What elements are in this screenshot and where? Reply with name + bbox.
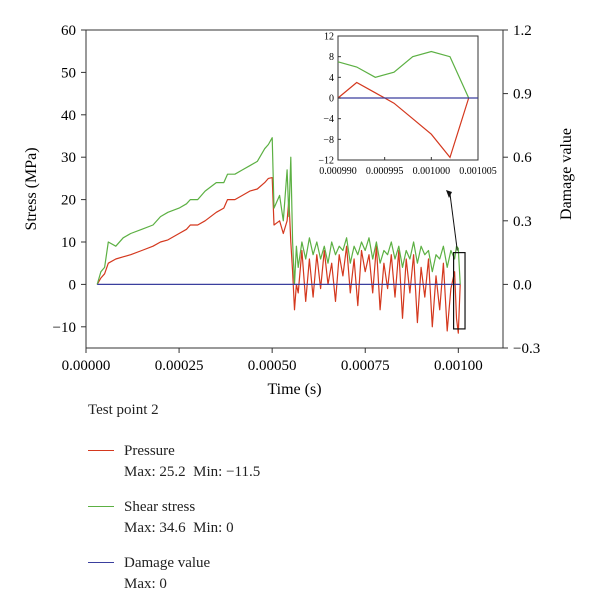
inset-x-tick-label: 0.001005 bbox=[459, 166, 497, 177]
inset-y-tick-label: −8 bbox=[323, 135, 334, 146]
y2-tick-label: 0.3 bbox=[513, 214, 532, 230]
y-tick-label: 50 bbox=[61, 65, 76, 81]
legend-swatch-pressure bbox=[88, 450, 114, 451]
legend-entry-pressure: Pressure Max: 25.2 Min: −11.5 bbox=[88, 441, 388, 483]
y2-tick-label: 0.9 bbox=[513, 87, 532, 103]
x-tick-label: 0.00025 bbox=[155, 358, 204, 374]
legend-swatch-shear-stress bbox=[88, 506, 114, 507]
zoom-box bbox=[452, 252, 466, 330]
legend-stats-damage-value: Max: 0 bbox=[124, 576, 167, 592]
x-axis-label: Time (s) bbox=[267, 381, 321, 398]
legend-title: Test point 2 bbox=[88, 402, 159, 418]
y2-tick-label: −0.3 bbox=[513, 341, 540, 357]
series-line-shear-stress bbox=[96, 137, 461, 285]
main-series-group bbox=[96, 137, 461, 334]
y-tick-label: 60 bbox=[61, 23, 76, 39]
inset-x-tick-label: 0.000990 bbox=[319, 166, 357, 177]
zoom-arrow bbox=[449, 193, 458, 251]
y-tick-label: 20 bbox=[61, 193, 76, 209]
inset-x-tick-label: 0.000995 bbox=[366, 166, 404, 177]
inset-y-tick-label: 4 bbox=[329, 73, 334, 84]
y-tick-label: 30 bbox=[61, 150, 76, 166]
inset-y-tick-label: −12 bbox=[318, 156, 334, 167]
legend-label-pressure: Pressure bbox=[124, 443, 175, 459]
legend-entry-damage-value: Damage value Max: 0 bbox=[88, 553, 388, 595]
inset-y-tick-label: 0 bbox=[329, 94, 334, 105]
legend-stats-shear-stress: Max: 34.6 Min: 0 bbox=[124, 520, 234, 536]
x-tick-label: 0.00050 bbox=[248, 358, 297, 374]
x-tick-label: 0.00075 bbox=[341, 358, 390, 374]
y2-axis-label: Damage value bbox=[558, 128, 575, 220]
inset-series-line-pressure bbox=[337, 81, 470, 159]
x-tick-label: 0.00100 bbox=[434, 358, 483, 374]
inset-series-line-shear-stress bbox=[337, 50, 470, 99]
y-tick-label: 40 bbox=[61, 108, 76, 124]
legend-entry-shear-stress: Shear stress Max: 34.6 Min: 0 bbox=[88, 497, 388, 539]
chart: 0.00000 0.00025 0.00050 0.00075 0.00100−1001… bbox=[23, 23, 575, 398]
series-line-pressure bbox=[96, 177, 461, 334]
y2-tick-label: 0.0 bbox=[513, 277, 532, 293]
inset-chart: 12 8 4 0 −4 −8 −120.000990 0.000995 0.001000 0.00… bbox=[318, 32, 496, 178]
zoom-annotation bbox=[446, 190, 466, 330]
legend-label-shear-stress: Shear stress bbox=[124, 499, 196, 515]
y2-tick-label: 1.2 bbox=[513, 23, 532, 39]
inset-y-tick-label: −4 bbox=[323, 114, 334, 125]
inset-y-tick-label: 12 bbox=[324, 32, 334, 43]
main-axes: 0.00000 0.00025 0.00050 0.00075 0.00100−1001… bbox=[53, 23, 541, 374]
legend: Test point 2 Pressure Max: 25.2 Min: −11… bbox=[88, 402, 388, 609]
legend-swatch-damage-value bbox=[88, 562, 114, 563]
inset-y-tick-label: 8 bbox=[329, 52, 334, 63]
x-tick-label: 0.00000 bbox=[62, 358, 111, 374]
zoom-arrow-head bbox=[446, 190, 452, 198]
plot-frame bbox=[85, 29, 504, 349]
legend-stats-pressure: Max: 25.2 Min: −11.5 bbox=[124, 464, 261, 480]
y-tick-label: 0 bbox=[69, 277, 77, 293]
y2-tick-label: 0.6 bbox=[513, 150, 532, 166]
y-tick-label: 10 bbox=[61, 235, 76, 251]
y-tick-label: −10 bbox=[53, 320, 76, 336]
y-axis-label: Stress (MPa) bbox=[23, 147, 40, 230]
legend-label-damage-value: Damage value bbox=[124, 555, 211, 571]
inset-x-tick-label: 0.001000 bbox=[413, 166, 451, 177]
